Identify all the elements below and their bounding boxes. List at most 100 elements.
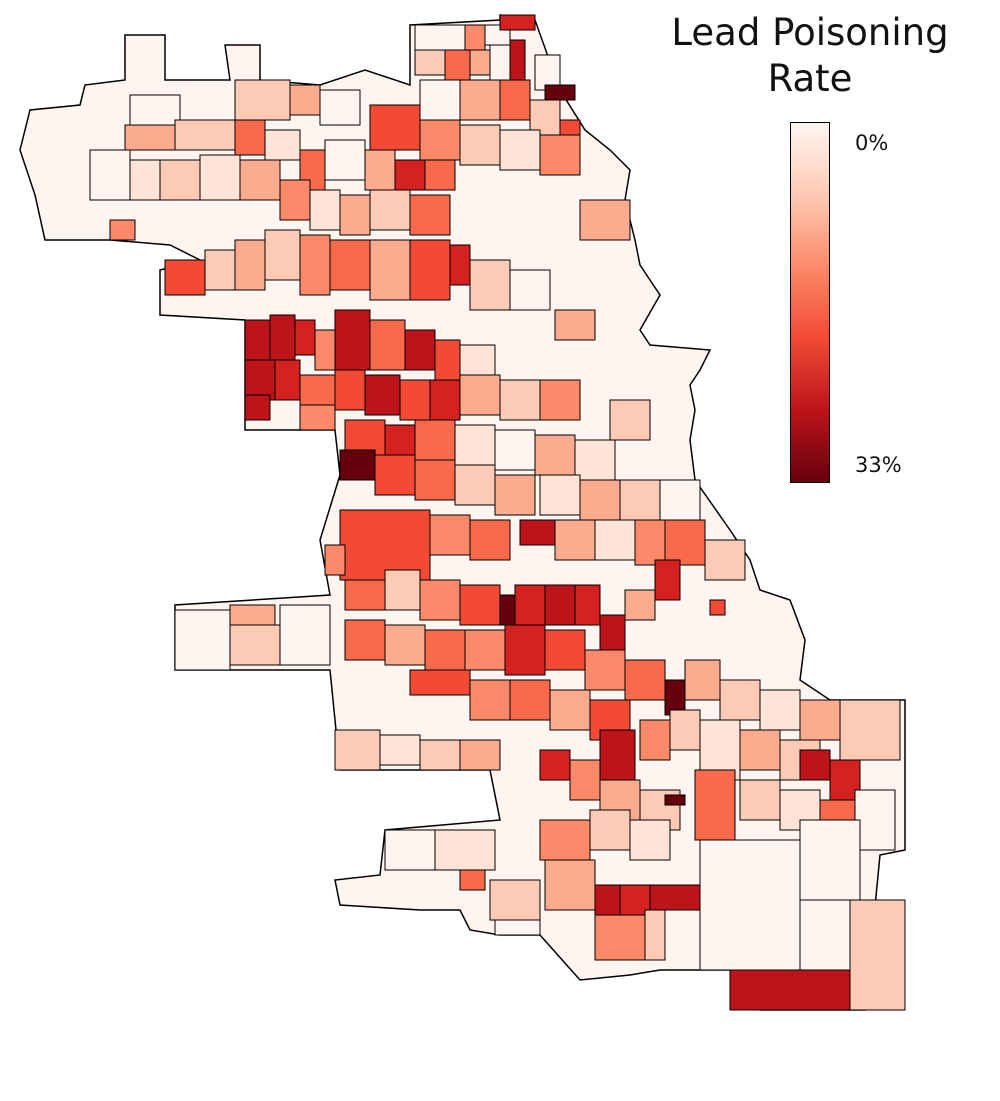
census-tract — [334, 309, 371, 371]
census-tract — [574, 584, 601, 626]
census-tract — [324, 139, 366, 181]
census-tract — [544, 584, 576, 626]
census-tract — [544, 84, 576, 101]
census-tract — [654, 559, 681, 601]
census-tract — [494, 429, 536, 471]
census-tract — [309, 189, 341, 231]
census-tract — [379, 734, 421, 766]
census-tract — [299, 374, 336, 406]
census-tract — [319, 89, 361, 126]
census-tract — [329, 239, 371, 291]
census-tract — [339, 509, 431, 581]
census-tract — [334, 369, 366, 411]
colorbar-max-label: 33% — [855, 453, 902, 477]
census-tract — [594, 519, 636, 561]
census-tract — [419, 79, 461, 121]
census-tract — [344, 619, 386, 661]
census-tract — [404, 329, 436, 371]
census-tract — [229, 604, 276, 626]
census-tract — [204, 249, 236, 291]
census-tract — [539, 819, 591, 861]
census-tract — [159, 159, 201, 201]
census-tract — [459, 869, 486, 891]
census-tract — [739, 779, 781, 821]
census-tract — [199, 154, 241, 201]
census-tract — [544, 629, 586, 671]
census-tract — [544, 859, 596, 911]
census-tract — [799, 699, 841, 741]
census-tract — [499, 129, 541, 171]
census-tract — [239, 159, 281, 201]
census-tract — [584, 649, 626, 691]
map-title-line-2: Rate — [767, 57, 853, 100]
census-tract — [624, 659, 666, 701]
census-tract — [364, 374, 401, 416]
census-tract — [444, 49, 471, 81]
census-tract — [849, 899, 906, 1011]
census-tract — [174, 119, 236, 151]
census-tract — [414, 419, 456, 461]
census-tract — [699, 839, 801, 971]
census-tract — [429, 379, 461, 421]
census-tract — [429, 514, 471, 556]
census-tract — [554, 309, 596, 341]
census-tract — [469, 679, 511, 721]
census-tract — [384, 624, 426, 666]
census-tract — [339, 194, 371, 236]
census-tract — [534, 434, 576, 476]
census-tract — [539, 134, 581, 176]
census-tract — [344, 579, 386, 611]
census-tract — [109, 219, 136, 241]
census-tract — [489, 44, 511, 81]
census-tract — [759, 689, 801, 731]
census-tract — [684, 659, 721, 701]
census-tract — [369, 104, 421, 151]
census-tract — [529, 99, 561, 136]
census-tract — [459, 124, 501, 166]
census-tract — [539, 749, 571, 781]
census-tract — [634, 519, 666, 566]
census-tract — [704, 539, 746, 581]
census-tract — [854, 789, 896, 851]
census-tract — [124, 124, 176, 151]
colorbar-min-label: 0% — [855, 131, 889, 155]
census-tract — [459, 374, 501, 416]
census-tract — [469, 259, 511, 311]
census-tract — [599, 729, 636, 781]
census-tract — [664, 519, 706, 566]
census-tract — [534, 54, 561, 91]
census-tract — [464, 24, 486, 51]
census-tract — [434, 339, 461, 381]
census-tract — [384, 569, 421, 611]
census-tract — [409, 239, 451, 301]
census-tract — [269, 314, 296, 361]
census-tract — [299, 404, 336, 431]
census-tract — [649, 884, 701, 911]
census-tract — [509, 39, 526, 81]
census-tract — [539, 474, 581, 516]
census-tract — [174, 609, 231, 671]
census-tract — [454, 464, 496, 506]
census-tract — [289, 84, 321, 116]
census-tract — [499, 79, 531, 121]
census-tract — [589, 809, 631, 851]
census-tract — [594, 884, 621, 916]
census-tract — [469, 519, 511, 561]
census-tract — [374, 454, 416, 496]
census-tract — [274, 359, 301, 401]
census-tract — [694, 769, 736, 841]
census-tract — [279, 604, 331, 666]
census-tract — [554, 519, 596, 561]
census-tract — [419, 739, 461, 771]
census-tract — [569, 759, 601, 801]
census-tract — [419, 579, 461, 621]
census-tract — [549, 689, 591, 731]
census-tract — [459, 739, 501, 771]
census-tract — [719, 679, 761, 721]
census-tract — [659, 479, 701, 521]
census-tract — [519, 519, 556, 546]
census-tract — [499, 594, 516, 626]
census-tract — [409, 194, 451, 236]
census-tract — [244, 319, 271, 361]
census-tract — [499, 379, 541, 421]
